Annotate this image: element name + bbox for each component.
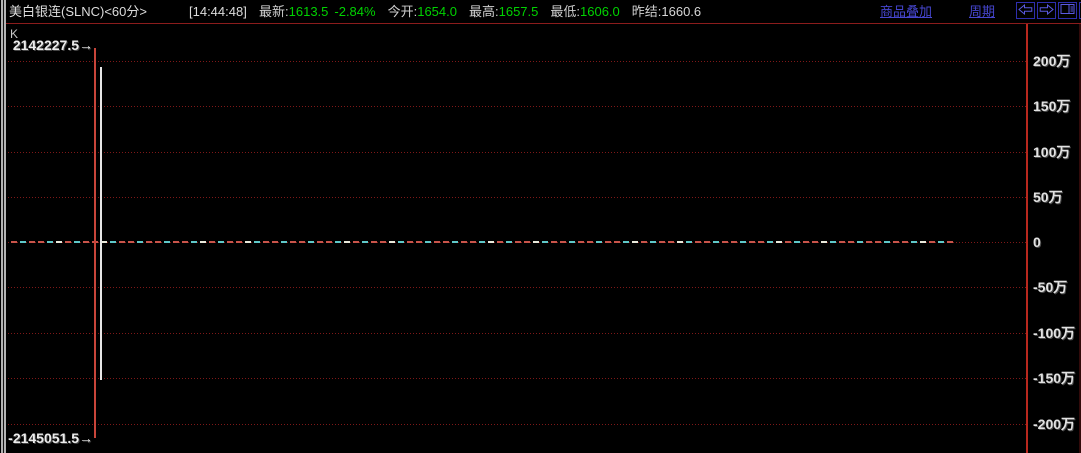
left-arrow-icon xyxy=(1018,0,1033,22)
gridline xyxy=(8,287,1026,288)
quote-open: 今开:1654.0 xyxy=(387,4,457,19)
period-link[interactable]: 周期 xyxy=(969,4,996,19)
quote-last: 最新:1613.5 -2.84% xyxy=(259,4,376,19)
header-toolbar xyxy=(1016,2,1081,19)
y-axis-line xyxy=(1026,24,1028,453)
gridline xyxy=(8,197,1026,198)
y-axis-tick: 150万 xyxy=(1033,98,1071,114)
spike-bar-red xyxy=(94,48,96,438)
panel-layout-button[interactable] xyxy=(1058,2,1077,19)
back-button[interactable] xyxy=(1016,2,1035,19)
range-low-marker: -2145051.5→ xyxy=(8,430,93,446)
y-axis-tick: -100万 xyxy=(1033,325,1076,341)
quote-prev-settle: 昨结:1660.6 xyxy=(631,4,702,19)
quote-time: [14:44:48] xyxy=(189,4,247,19)
change-percent: -2.84% xyxy=(334,4,376,19)
y-axis-tick: 200万 xyxy=(1033,53,1071,69)
gridline xyxy=(8,378,1026,379)
panel-layout-icon xyxy=(1060,0,1075,22)
gridline xyxy=(8,424,1026,425)
gridline xyxy=(8,333,1026,334)
quote-high: 最高:1657.5 xyxy=(468,4,539,19)
spike-bar-white xyxy=(100,67,102,380)
y-axis-tick: -200万 xyxy=(1033,416,1076,432)
forward-button[interactable] xyxy=(1037,2,1056,19)
y-axis-tick: 100万 xyxy=(1033,144,1071,160)
pane-splitter-handle[interactable] xyxy=(0,0,6,453)
quote-low: 最低:1606.0 xyxy=(550,4,620,19)
right-border xyxy=(1079,24,1081,453)
gridline xyxy=(8,152,1026,153)
y-axis-tick: -150万 xyxy=(1033,370,1076,386)
quote-header-bar: 美白银连(SLNC)<60分> [14:44:48] 最新:1613.5 -2.8… xyxy=(0,0,1081,24)
right-arrow-icon xyxy=(1039,0,1054,22)
y-axis-tick: 0 xyxy=(1033,234,1041,250)
y-axis-tick: 50万 xyxy=(1033,189,1063,205)
commodity-overlay-link[interactable]: 商品叠加 xyxy=(880,4,933,19)
gridline xyxy=(8,61,1026,62)
extra-layout-button[interactable] xyxy=(1079,2,1081,19)
quote-fields: 最新:1613.5 -2.84% 今开:1654.0 最高:1657.5 最低:1… xyxy=(259,0,713,23)
indicator-label: K xyxy=(10,27,19,41)
gridline xyxy=(8,106,1026,107)
range-high-marker: 2142227.5→ xyxy=(12,37,93,53)
y-axis-tick: -50万 xyxy=(1033,279,1068,295)
compressed-candles-row xyxy=(11,241,955,243)
contract-title: 美白银连(SLNC)<60分> xyxy=(9,4,147,19)
